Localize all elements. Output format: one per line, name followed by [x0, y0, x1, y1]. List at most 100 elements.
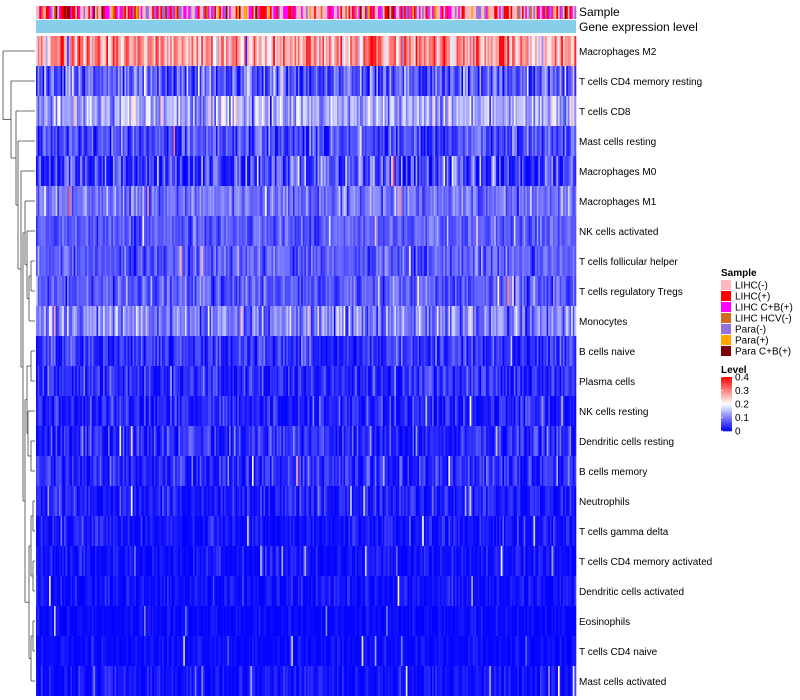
heatmap-cell — [217, 66, 220, 96]
heatmap-cell — [189, 216, 192, 246]
heatmap-cell — [157, 156, 160, 186]
heatmap-cell — [140, 66, 143, 96]
heatmap-cell — [62, 306, 65, 336]
heatmap-cell — [392, 336, 395, 366]
heatmap-cell — [44, 306, 47, 336]
heatmap-cell — [427, 36, 430, 66]
sample-annotation-cell — [520, 6, 523, 19]
heatmap-cell — [497, 336, 500, 366]
heatmap-cell — [36, 396, 38, 426]
heatmap-cell — [387, 276, 390, 306]
heatmap-cell — [324, 336, 326, 366]
sample-annotation-cell — [171, 6, 174, 19]
heatmap-cell — [202, 396, 205, 426]
heatmap-cell — [453, 426, 456, 456]
heatmap-cell — [171, 126, 174, 156]
heatmap-cell — [212, 66, 215, 96]
heatmap-cell — [561, 36, 564, 66]
heatmap-cell — [37, 246, 40, 276]
sample-annotation-cell — [201, 6, 204, 19]
heatmap-cell — [194, 306, 197, 336]
heatmap-cell — [553, 366, 556, 396]
heatmap-cell — [328, 36, 331, 66]
heatmap-cell — [153, 126, 156, 156]
heatmap-cell — [194, 36, 197, 66]
heatmap-cell — [469, 66, 472, 96]
heatmap-cell — [517, 246, 520, 276]
heatmap-cell — [353, 66, 356, 96]
heatmap-cell — [99, 396, 102, 426]
heatmap-cell — [297, 426, 300, 456]
heatmap-cell — [551, 396, 554, 426]
heatmap-cell — [90, 36, 92, 66]
heatmap-cell — [523, 306, 526, 336]
heatmap-cell — [387, 36, 390, 66]
heatmap-cell — [513, 336, 516, 366]
heatmap-cell — [330, 96, 333, 126]
heatmap-cell — [60, 36, 63, 66]
sample-annotation-cell — [132, 6, 135, 19]
heatmap-cell — [346, 156, 349, 186]
heatmap-cell — [153, 246, 156, 276]
heatmap-cell — [96, 66, 99, 96]
heatmap-cell — [500, 426, 503, 456]
heatmap-cell — [387, 336, 390, 366]
heatmap-cell — [181, 246, 184, 276]
heatmap-cell — [512, 396, 515, 426]
heatmap-cell — [335, 216, 338, 246]
heatmap-cell — [106, 396, 109, 426]
heatmap-cell — [52, 336, 55, 366]
heatmap-cell — [366, 156, 369, 186]
heatmap-cell — [163, 186, 166, 216]
heatmap-cell — [243, 246, 246, 276]
heatmap-cell — [73, 366, 76, 396]
heatmap-cell — [63, 396, 66, 426]
heatmap-cell — [533, 396, 536, 426]
heatmap-cell — [188, 426, 191, 456]
heatmap-cell — [571, 246, 574, 276]
heatmap-cell — [309, 186, 312, 216]
sample-annotation-cell — [116, 6, 119, 19]
heatmap-cell — [147, 36, 150, 66]
heatmap-cell — [193, 426, 196, 456]
heatmap-cell — [206, 66, 209, 96]
heatmap-cell — [274, 366, 277, 396]
heatmap-cell — [546, 216, 549, 246]
heatmap-cell — [504, 66, 506, 96]
heatmap-cell — [175, 36, 178, 66]
heatmap-cell — [145, 366, 148, 396]
heatmap-cell — [312, 306, 315, 336]
heatmap-cell — [265, 96, 268, 126]
heatmap-cell — [42, 306, 45, 336]
heatmap-cell — [435, 246, 438, 276]
sample-annotation-cell — [497, 6, 500, 19]
heatmap-cell — [518, 306, 521, 336]
heatmap-cell — [500, 96, 503, 126]
heatmap-cell — [567, 276, 570, 306]
heatmap-cell — [363, 276, 366, 306]
heatmap-cell — [502, 66, 505, 96]
heatmap-cell — [340, 336, 343, 366]
heatmap-cell — [376, 36, 379, 66]
heatmap-cell — [463, 36, 466, 66]
heatmap-cell — [400, 336, 403, 366]
sample-annotation-cell — [420, 6, 423, 19]
heatmap-cell — [274, 396, 277, 426]
heatmap-cell — [139, 246, 142, 276]
heatmap-cell — [371, 306, 374, 336]
heatmap-cell — [122, 66, 125, 96]
heatmap-cell — [250, 336, 253, 366]
sample-annotation-cell — [399, 6, 402, 19]
heatmap-cell — [522, 96, 524, 126]
heatmap-cell — [443, 426, 446, 456]
heatmap-cell — [225, 126, 228, 156]
heatmap-cell — [155, 366, 158, 396]
heatmap-cell — [427, 366, 430, 396]
heatmap-cell — [276, 306, 279, 336]
heatmap-cell — [39, 276, 42, 306]
heatmap-cell — [106, 366, 109, 396]
sample-annotation-cell — [57, 6, 60, 19]
heatmap-cell — [566, 306, 569, 336]
heatmap-cell — [451, 96, 454, 126]
heatmap-cell — [332, 36, 335, 66]
